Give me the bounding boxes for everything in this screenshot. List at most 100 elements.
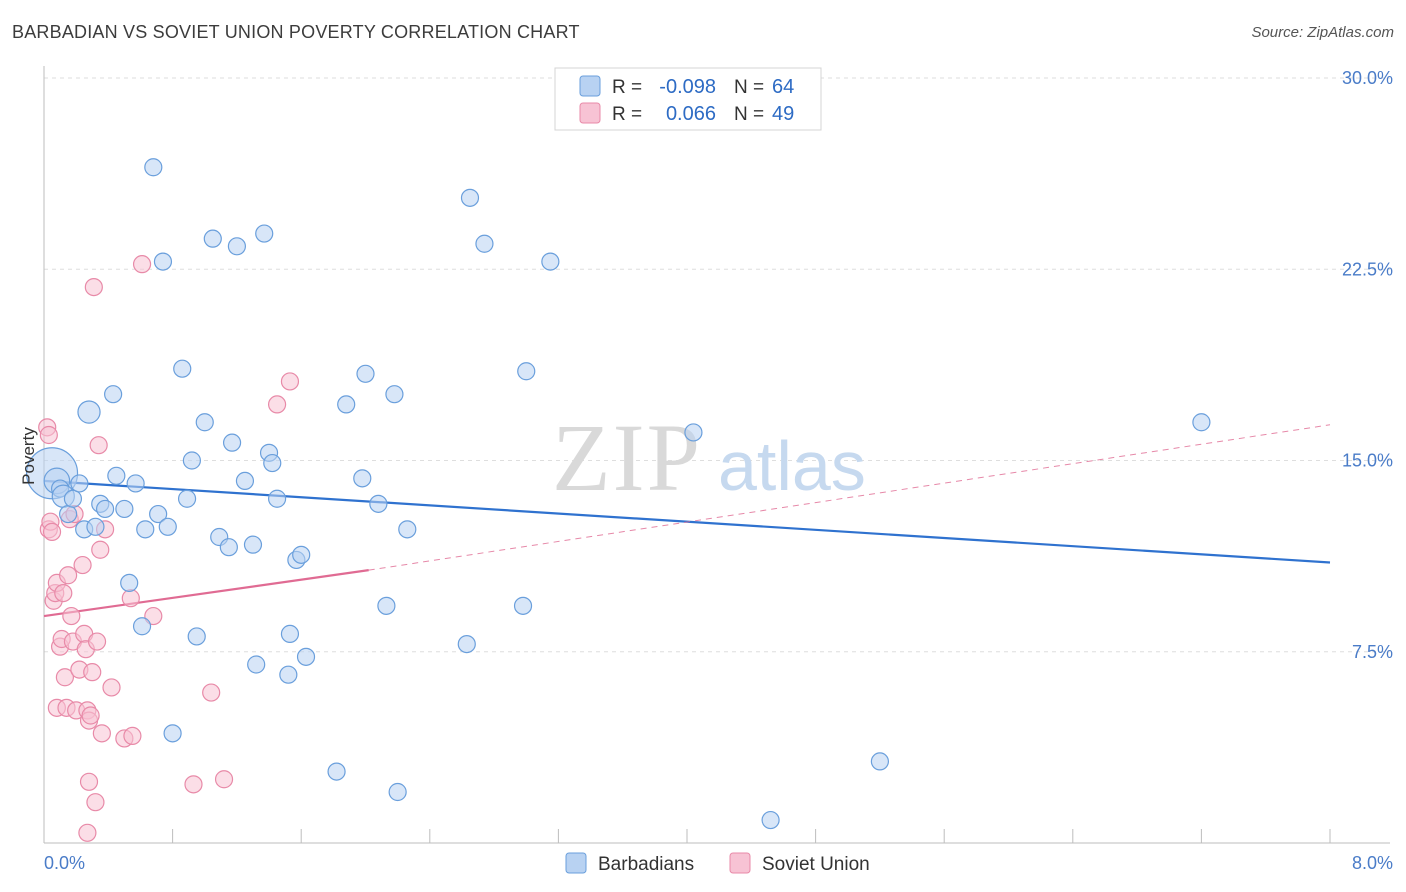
point-soviet-union [54,583,73,603]
point-soviet-union [280,372,300,391]
point-soviet-union [55,668,74,687]
watermark-zip: ZIP [552,404,702,511]
point-soviet-union [102,678,121,697]
x-tick-label-max: 8.0% [1352,853,1393,873]
point-barbadians [132,617,152,636]
y-axis-title: Poverty [19,427,38,485]
point-soviet-union [184,775,203,794]
point-soviet-union [92,724,111,743]
legend-bottom-swatch-barbadians [565,852,587,874]
point-soviet-union [267,395,287,414]
point-soviet-union [89,436,108,455]
point-barbadians [337,395,356,414]
legend-n-value-barbadians: 64 [772,76,794,98]
legend-n-label-barbadians: N = [734,77,764,98]
point-barbadians [541,252,560,271]
trend-layer [43,424,1331,618]
point-soviet-union [78,823,97,842]
point-barbadians [144,158,163,177]
legend-bottom-label-barbadians: Barbadians [598,854,694,875]
point-barbadians [457,634,476,654]
point-barbadians [107,466,126,485]
point-soviet-union [202,683,221,702]
trendline-soviet-union [43,569,369,618]
point-barbadians [280,624,300,644]
point-barbadians [149,504,168,524]
point-barbadians [327,762,346,781]
point-soviet-union [62,606,81,626]
legend-n-label-soviet-union: N = [734,104,764,125]
point-barbadians [136,520,155,539]
legend-n-value-soviet-union: 49 [772,103,794,125]
point-barbadians [460,188,480,207]
point-soviet-union [144,606,163,626]
point-barbadians [1192,413,1211,432]
trendline-soviet-union-extrapolated [368,424,1331,571]
point-barbadians [263,453,282,473]
point-barbadians [243,535,263,554]
legend-r-label-barbadians: R = [612,77,642,98]
point-barbadians [163,724,182,743]
point-soviet-union [79,772,99,791]
point-barbadians [222,433,242,452]
point-barbadians [182,451,201,470]
point-barbadians [377,596,396,615]
x-tick-label-min: 0.0% [44,853,85,873]
point-soviet-union [87,632,107,651]
point-soviet-union [121,589,140,608]
point-soviet-union [59,566,78,585]
point-barbadians [292,545,311,564]
point-barbadians [203,229,222,248]
point-barbadians [761,810,780,830]
point-barbadians [255,224,274,243]
point-barbadians [356,364,375,383]
watermark: ZIP atlas [552,404,866,511]
point-barbadians [86,517,105,536]
point-barbadians [120,573,139,593]
legend-swatch-barbadians [579,75,601,97]
point-barbadians [59,504,78,524]
point-barbadians [475,234,494,253]
point-soviet-union [91,540,110,559]
point-barbadians [353,469,372,488]
points-layer [25,158,1211,842]
point-soviet-union [83,663,102,682]
point-barbadians [369,494,388,513]
point-barbadians [398,520,417,539]
legend-r-value-soviet-union: 0.066 [666,103,716,125]
point-soviet-union [73,555,92,575]
point-barbadians [158,517,177,536]
axis-layer [43,66,1390,844]
chart-title: BARBADIAN VS SOVIET UNION POVERTY CORREL… [12,22,580,42]
point-barbadians [235,471,255,490]
point-barbadians [227,237,246,256]
source-credit: Source: ZipAtlas.com [1251,24,1394,41]
point-barbadians [296,647,316,666]
point-barbadians [63,489,83,508]
point-barbadians [267,489,287,508]
point-barbadians [187,627,206,646]
point-soviet-union [132,255,152,274]
point-barbadians [684,423,703,442]
y-tick-label: 22.5% [1342,259,1393,279]
y-tick-label: 30.0% [1342,68,1393,88]
point-barbadians [388,782,407,802]
legend-r-label-soviet-union: R = [612,104,642,125]
legend-bottom-swatch-soviet-union [729,852,751,874]
point-soviet-union [42,522,62,542]
point-soviet-union [81,706,100,725]
point-barbadians [115,499,134,519]
point-barbadians [195,413,214,432]
point-barbadians [77,400,101,424]
point-barbadians [104,385,123,404]
legend-swatch-soviet-union [579,102,601,124]
point-barbadians [517,362,536,381]
point-barbadians [126,474,145,493]
point-barbadians [70,474,89,493]
point-soviet-union [39,425,58,445]
point-barbadians [177,489,197,508]
grid-layer [44,77,1390,653]
labels-layer: 7.5% 15.0% 22.5% 30.0% 0.0% 8.0% [44,68,1393,873]
point-barbadians [153,252,173,271]
legend-bottom-label-soviet-union: Soviet Union [762,854,870,875]
